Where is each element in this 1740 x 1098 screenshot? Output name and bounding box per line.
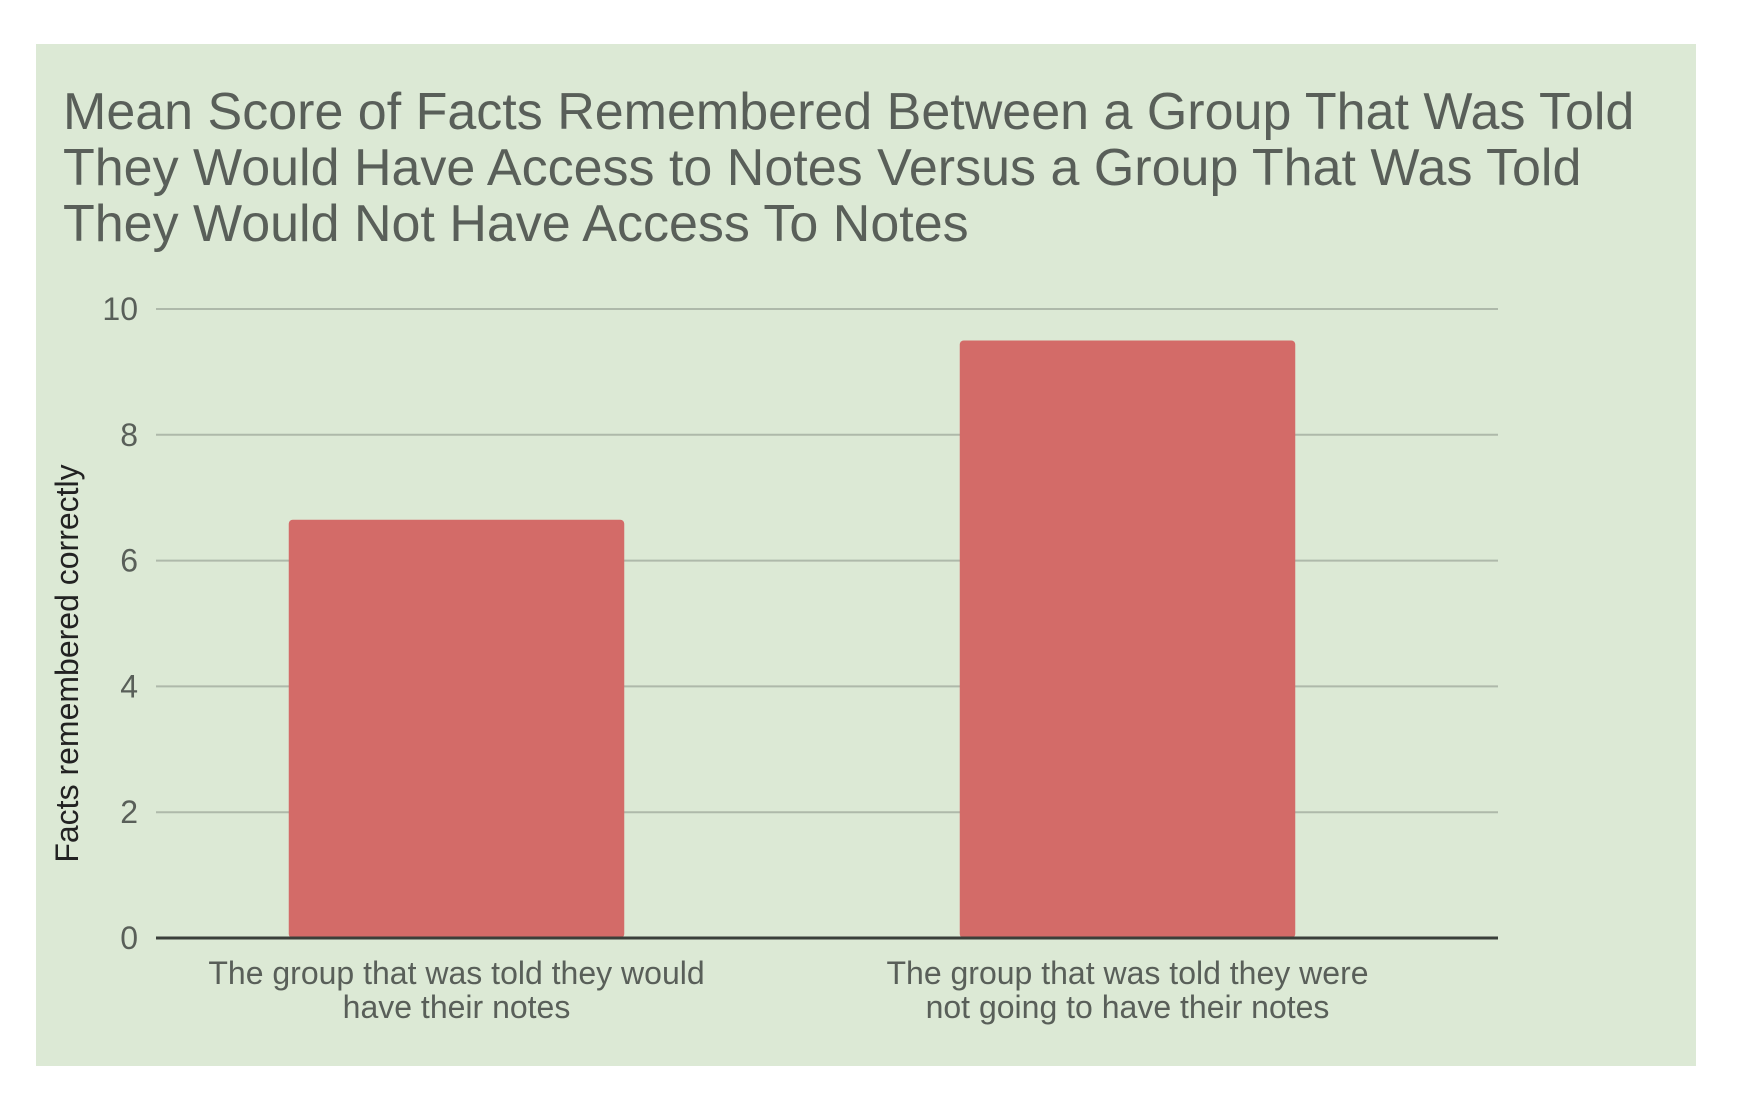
bar-2 [959,340,1296,938]
x-tick-label: not going to have their notes [926,989,1330,1025]
x-tick-label: have their notes [343,989,571,1025]
y-tick-label: 10 [102,291,138,327]
y-tick-label: 6 [120,543,138,579]
y-tick-label: 0 [120,920,138,956]
x-tick-label: The group that was told they would [208,955,704,991]
chart-card: Mean Score of Facts Remembered Between a… [36,44,1696,1066]
labels: 0 2 4 6 8 10 The group that was told they woul… [49,291,1369,1025]
y-tick-label: 8 [120,417,138,453]
y-axis-title: Facts remembered correctly [49,464,85,862]
x-tick-label: The group that was told they were [886,955,1368,991]
bar-1 [288,519,625,938]
bars [288,340,1296,938]
y-tick-label: 4 [120,668,138,704]
bar-chart: 0 2 4 6 8 10 The group that was told they woul… [49,291,1498,1025]
chart-title: Mean Score of Facts Remembered Between a… [63,83,1635,253]
y-tick-label: 2 [120,794,138,830]
